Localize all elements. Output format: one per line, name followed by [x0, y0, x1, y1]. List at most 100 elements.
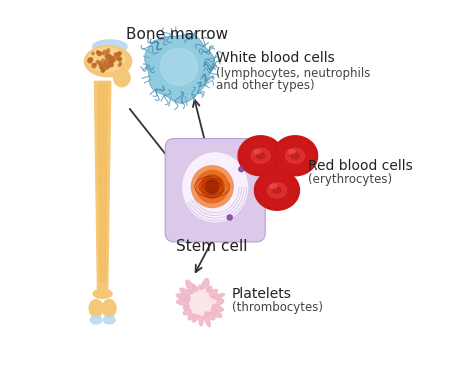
- Ellipse shape: [114, 68, 130, 87]
- Ellipse shape: [90, 316, 102, 324]
- Ellipse shape: [92, 40, 127, 54]
- Circle shape: [118, 64, 120, 67]
- Circle shape: [106, 51, 109, 54]
- Ellipse shape: [93, 289, 112, 298]
- Ellipse shape: [89, 300, 103, 317]
- Circle shape: [92, 64, 96, 68]
- Ellipse shape: [198, 290, 202, 303]
- Circle shape: [90, 58, 92, 61]
- Ellipse shape: [191, 299, 201, 304]
- Ellipse shape: [200, 290, 206, 303]
- Polygon shape: [94, 81, 111, 292]
- Ellipse shape: [177, 299, 201, 306]
- Text: and other types): and other types): [216, 79, 315, 92]
- Ellipse shape: [195, 303, 202, 314]
- Ellipse shape: [256, 153, 264, 159]
- Circle shape: [88, 59, 92, 63]
- Text: Bone marrow: Bone marrow: [126, 27, 228, 42]
- Text: (thrombocytes): (thrombocytes): [232, 301, 322, 314]
- Circle shape: [96, 60, 100, 63]
- Circle shape: [105, 55, 108, 57]
- Circle shape: [97, 51, 99, 53]
- Ellipse shape: [267, 183, 286, 198]
- Ellipse shape: [201, 302, 210, 311]
- Ellipse shape: [197, 299, 205, 307]
- Circle shape: [93, 63, 96, 66]
- Ellipse shape: [273, 187, 281, 193]
- Circle shape: [100, 67, 103, 69]
- Ellipse shape: [200, 287, 212, 303]
- Circle shape: [97, 52, 101, 56]
- Ellipse shape: [103, 316, 115, 324]
- Ellipse shape: [270, 184, 277, 188]
- Ellipse shape: [206, 180, 219, 193]
- Circle shape: [104, 66, 108, 70]
- Ellipse shape: [201, 299, 216, 305]
- Circle shape: [100, 66, 102, 68]
- Ellipse shape: [291, 153, 299, 159]
- Circle shape: [239, 167, 244, 172]
- Ellipse shape: [201, 302, 223, 311]
- Ellipse shape: [285, 148, 305, 163]
- Ellipse shape: [191, 166, 233, 208]
- Circle shape: [108, 55, 112, 59]
- Ellipse shape: [196, 170, 228, 203]
- Circle shape: [110, 64, 113, 67]
- Ellipse shape: [186, 280, 201, 303]
- Ellipse shape: [198, 285, 203, 303]
- Ellipse shape: [84, 46, 132, 77]
- Ellipse shape: [200, 303, 215, 320]
- Circle shape: [106, 56, 109, 60]
- Circle shape: [88, 58, 92, 62]
- Polygon shape: [255, 170, 300, 210]
- Ellipse shape: [201, 297, 210, 303]
- Circle shape: [118, 57, 121, 61]
- Ellipse shape: [192, 303, 201, 322]
- Ellipse shape: [180, 288, 201, 303]
- Ellipse shape: [200, 303, 210, 327]
- Circle shape: [103, 63, 107, 67]
- Circle shape: [102, 68, 105, 71]
- Ellipse shape: [201, 294, 209, 303]
- Circle shape: [107, 49, 110, 52]
- Circle shape: [106, 65, 109, 68]
- Ellipse shape: [161, 48, 197, 85]
- Circle shape: [111, 59, 115, 62]
- Circle shape: [102, 52, 104, 55]
- Circle shape: [118, 57, 121, 60]
- Ellipse shape: [201, 298, 224, 306]
- Polygon shape: [273, 136, 318, 176]
- Circle shape: [109, 59, 113, 63]
- Ellipse shape: [288, 150, 295, 154]
- Text: (lymphocytes, neutrophils: (lymphocytes, neutrophils: [216, 67, 370, 80]
- Text: Platelets: Platelets: [232, 287, 292, 301]
- FancyBboxPatch shape: [165, 139, 265, 242]
- Circle shape: [116, 53, 120, 56]
- Circle shape: [118, 52, 121, 55]
- Circle shape: [101, 70, 104, 72]
- Ellipse shape: [199, 279, 209, 303]
- Ellipse shape: [198, 303, 203, 326]
- Circle shape: [103, 50, 106, 53]
- Ellipse shape: [201, 175, 224, 198]
- Ellipse shape: [199, 303, 204, 315]
- Ellipse shape: [194, 292, 201, 303]
- Ellipse shape: [201, 302, 222, 318]
- Circle shape: [110, 56, 113, 59]
- Ellipse shape: [201, 301, 211, 308]
- Circle shape: [107, 55, 111, 59]
- Ellipse shape: [102, 300, 116, 317]
- Circle shape: [112, 56, 117, 60]
- Ellipse shape: [183, 302, 201, 315]
- Circle shape: [101, 59, 105, 62]
- Circle shape: [110, 63, 113, 66]
- Ellipse shape: [191, 295, 201, 303]
- Ellipse shape: [201, 294, 225, 303]
- Ellipse shape: [192, 284, 201, 303]
- Circle shape: [91, 52, 94, 55]
- Ellipse shape: [254, 150, 261, 154]
- Text: Red blood cells: Red blood cells: [308, 158, 412, 172]
- Text: (erythrocytes): (erythrocytes): [308, 173, 392, 186]
- Ellipse shape: [190, 302, 201, 310]
- Circle shape: [227, 215, 232, 220]
